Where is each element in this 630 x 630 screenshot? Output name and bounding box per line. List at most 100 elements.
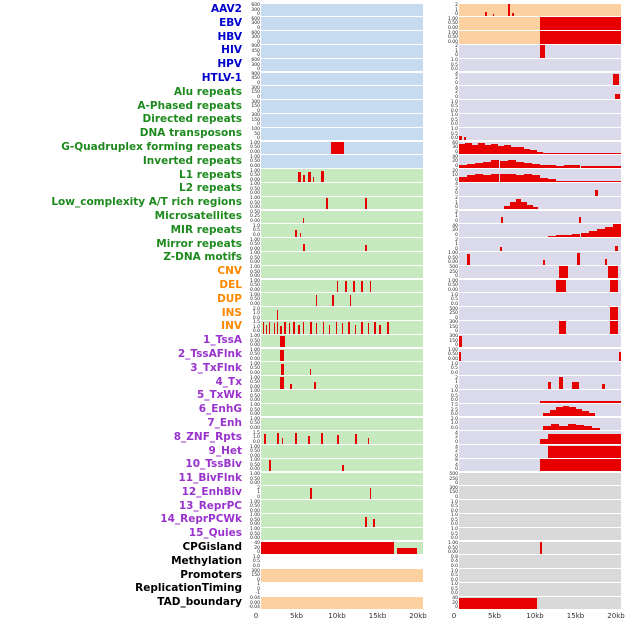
track-row: 5_TxWk 1.00 0.50 0.00 1.0 0.5 0.0 — [0, 389, 630, 403]
track-label: CNV — [217, 265, 242, 278]
data-bar — [459, 335, 463, 348]
data-bar — [350, 295, 352, 306]
right-track-panel — [459, 44, 621, 58]
data-bar — [612, 73, 620, 86]
y-axis-ticks: 600 300 0 — [247, 3, 261, 17]
left-track-panel — [261, 555, 423, 569]
column-gap — [423, 141, 445, 155]
data-bar — [354, 324, 357, 334]
y-axis-tick-label: 1.0 — [450, 513, 458, 519]
left-track-panel — [261, 307, 423, 320]
x-axis-spacer — [0, 610, 256, 626]
track-row: A-Phased repeats 300 150 0 1.0 0.5 0.0 — [0, 100, 630, 114]
right-track-panel — [459, 555, 621, 569]
track-row: L1 repeats 1.00 0.50 0.00 20 10 0 — [0, 169, 630, 183]
y-axis-tick-label: 0.00 — [249, 453, 260, 459]
y-axis-tick-label: 0.50 — [447, 21, 458, 27]
track-label: A-Phased repeats — [137, 99, 242, 112]
y-axis-tick-label: -1 — [255, 591, 261, 597]
column-gap — [423, 417, 445, 431]
y-axis-tick-label: 0 — [257, 39, 260, 45]
y-axis-tick-label: 1.00 — [447, 347, 458, 353]
y-axis-tick-label: 300 — [449, 485, 458, 491]
y-axis-tick-label: 20 — [254, 545, 260, 551]
y-axis-tick-label: 150 — [251, 104, 260, 110]
data-bar — [372, 519, 375, 527]
data-bar — [314, 381, 317, 389]
data-bar — [484, 11, 487, 17]
track-row: MIR repeats 1.0 0.5 0.0 40 20 0 — [0, 224, 630, 238]
y-axis-ticks: 1.00 0.50 0.00 — [247, 279, 261, 293]
y-axis-tick-label: 0 — [257, 80, 260, 86]
x-axis-label: 10kb — [526, 612, 544, 621]
data-bar — [335, 322, 337, 334]
data-bar — [499, 161, 508, 168]
data-bar — [459, 597, 537, 610]
data-bar — [298, 324, 300, 334]
y-axis-tick-label: 1.00 — [249, 265, 260, 271]
track-label: 9_Het — [208, 444, 242, 457]
track-row: 2_TssAFlnk 1.00 0.50 0.00 1.00 0.50 0.00 — [0, 348, 630, 362]
data-bar — [507, 174, 516, 182]
column-gap — [423, 86, 445, 100]
y-axis-ticks: 900 450 0 — [247, 72, 261, 86]
data-bar — [295, 433, 297, 444]
y-axis-ticks: 1.0 0.5 0.0 — [445, 513, 459, 527]
y-axis-tick-label: 1.00 — [249, 182, 260, 188]
y-axis-tick-label: 0.00 — [249, 467, 260, 473]
y-axis-tick-label: 0.50 — [447, 283, 458, 289]
y-axis-tick-label: 0.50 — [249, 255, 260, 261]
y-axis-tick-label: 0.50 — [249, 366, 260, 372]
y-axis-tick-label: 500 — [449, 265, 458, 271]
left-track-panel — [261, 100, 423, 113]
y-axis-ticks: 1.0 0.5 0.0 — [247, 224, 261, 238]
right-track-panel — [459, 141, 621, 155]
data-bar — [559, 320, 566, 334]
y-axis-tick-label: 0 — [455, 218, 458, 224]
y-axis-tick-label: 1.0 — [252, 223, 260, 229]
data-bar — [527, 204, 533, 210]
left-track-panel — [261, 86, 423, 99]
data-bar — [353, 280, 355, 293]
data-bar — [379, 324, 381, 334]
y-axis-tick-label: 1.0 — [252, 435, 260, 441]
y-axis-tick-label: 1.00 — [249, 278, 260, 284]
y-axis-ticks: 1.00 0.50 0.00 — [247, 389, 261, 403]
data-bar — [269, 460, 272, 472]
x-axis-right: 0 5kb 10kb 15kb 20kb — [452, 610, 625, 626]
y-axis-tick-label: 1 — [455, 7, 458, 13]
y-axis-tick-label: 0.0 — [450, 370, 458, 376]
column-gap — [423, 72, 445, 86]
y-axis-tick-label: 0 — [455, 329, 458, 335]
data-bar — [595, 189, 599, 196]
data-bar — [465, 142, 472, 155]
y-axis-tick-label: 0.0 — [450, 425, 458, 431]
y-axis-tick-label: 0.5 — [450, 62, 458, 68]
track-label: Methylation — [171, 554, 242, 567]
data-bar — [282, 437, 284, 444]
y-axis-ticks: 1.0 0.5 0.0 — [247, 555, 261, 569]
data-bar — [354, 433, 357, 444]
y-axis-tick-label: 0.00 — [249, 384, 260, 390]
data-bar — [475, 174, 484, 182]
y-axis-tick-label: 1.00 — [249, 292, 260, 298]
column-gap — [423, 31, 445, 45]
y-axis-tick-label: 1.00 — [249, 251, 260, 257]
y-axis-tick-label: 1 — [455, 380, 458, 386]
right-track-panel — [459, 182, 621, 196]
y-axis-ticks: 300 150 0 — [445, 334, 459, 348]
y-axis-tick-label: 0.00 — [249, 205, 260, 211]
y-axis-ticks: 1.0 0.5 0.0 — [445, 113, 459, 127]
y-axis-tick-label: 40 — [452, 154, 458, 160]
y-axis-tick-label: 8 — [455, 458, 458, 464]
column-gap — [423, 334, 445, 348]
data-bar — [320, 171, 325, 182]
y-axis-ticks: 1.0 0.5 0.0 — [445, 500, 459, 514]
right-track-panel — [459, 100, 621, 113]
y-axis-ticks: 1.00 0.50 0.00 — [247, 417, 261, 431]
y-axis-tick-label: 0.50 — [249, 449, 260, 454]
right-track-panel — [459, 403, 621, 417]
y-axis-ticks: 1.00 0.50 0.00 — [247, 251, 261, 265]
right-track-panel — [459, 31, 621, 44]
